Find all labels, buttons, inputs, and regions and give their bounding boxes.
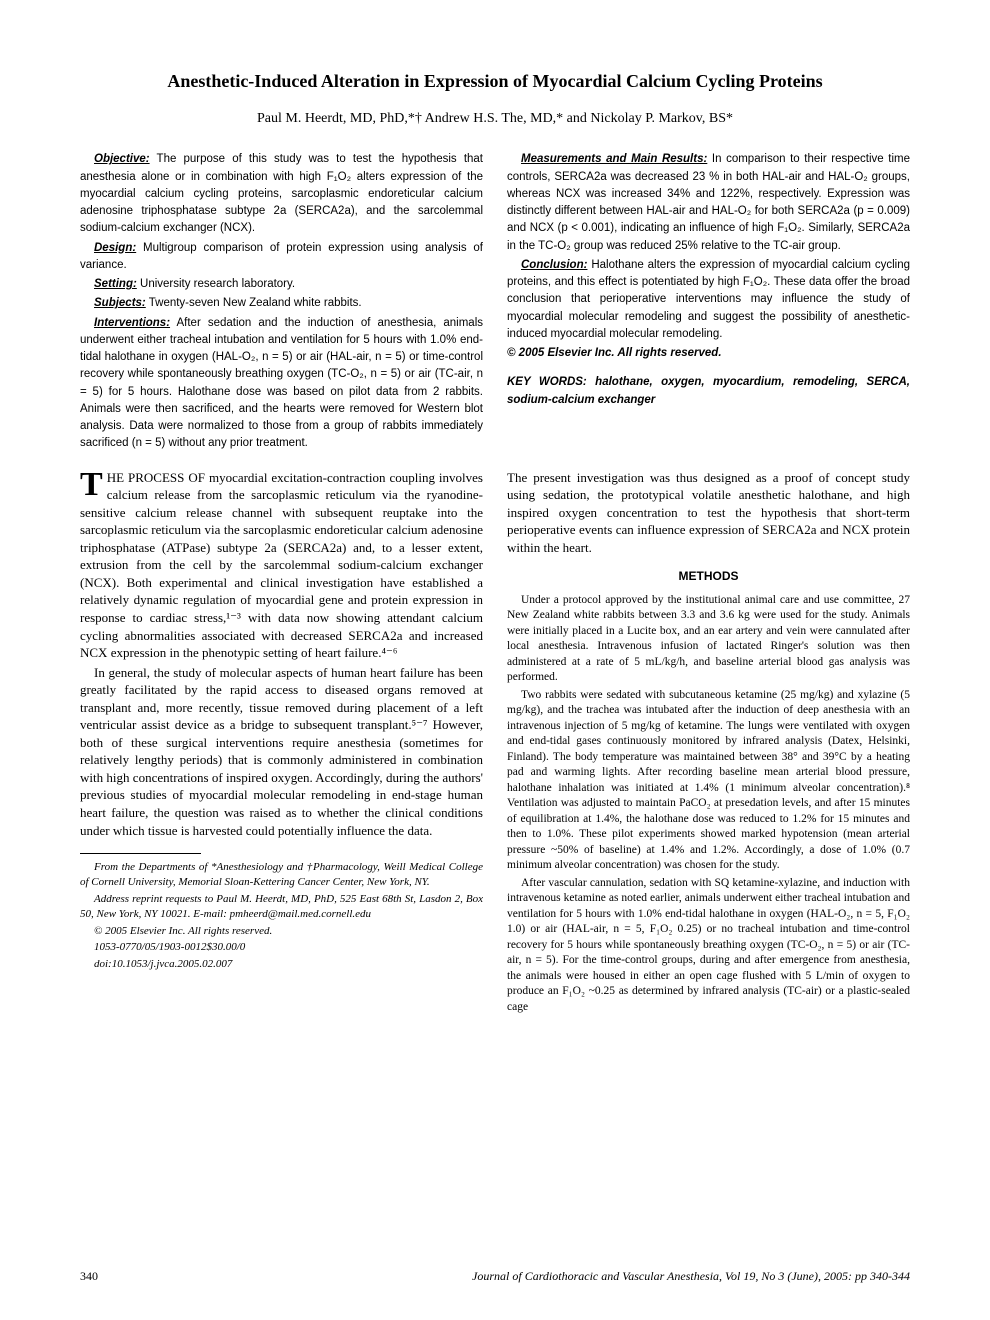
objective-text: The purpose of this study was to test th… <box>80 153 483 234</box>
interventions-label: Interventions: <box>94 317 170 329</box>
methods-heading: METHODS <box>507 568 910 584</box>
conclusion-label: Conclusion: <box>521 259 587 271</box>
methods-para-2: Two rabbits were sedated with subcutaneo… <box>507 688 910 874</box>
footnote-doi: doi:10.1053/j.jvca.2005.02.007 <box>80 957 483 972</box>
body-text-block: THE PROCESS OF myocardial excitation-con… <box>80 469 910 1018</box>
lead-in-text: HE PROCESS OF <box>107 470 205 485</box>
abstract-block: Objective: The purpose of this study was… <box>80 151 910 454</box>
abstract-right-column: Measurements and Main Results: In compar… <box>507 151 910 454</box>
body-para-2: In general, the study of molecular aspec… <box>80 664 483 839</box>
results-text: In comparison to their respective time c… <box>507 153 910 251</box>
page-footer: 340 Journal of Cardiothoracic and Vascul… <box>80 1269 910 1284</box>
dropcap: T <box>80 469 107 500</box>
subjects-text: Twenty-seven New Zealand white rabbits. <box>146 297 362 309</box>
setting-text: University research laboratory. <box>137 278 295 290</box>
article-authors: Paul M. Heerdt, MD, PhD,*† Andrew H.S. T… <box>80 111 910 127</box>
body-left-column: THE PROCESS OF myocardial excitation-con… <box>80 469 483 1018</box>
journal-citation: Journal of Cardiothoracic and Vascular A… <box>472 1269 910 1284</box>
abstract-copyright: © 2005 Elsevier Inc. All rights reserved… <box>507 345 910 362</box>
design-text: Multigroup comparison of protein express… <box>80 242 483 271</box>
methods-text-block: Under a protocol approved by the institu… <box>507 593 910 1016</box>
body-para-3: The present investigation was thus desig… <box>507 469 910 557</box>
article-title: Anesthetic-Induced Alteration in Express… <box>80 70 910 93</box>
methods-para-1: Under a protocol approved by the institu… <box>507 593 910 686</box>
footnote-issn: 1053-0770/05/1903-0012$30.00/0 <box>80 940 483 955</box>
page-number: 340 <box>80 1269 98 1284</box>
methods-para-3: After vascular cannulation, sedation wit… <box>507 876 910 1016</box>
footnote-copyright: © 2005 Elsevier Inc. All rights reserved… <box>80 924 483 939</box>
conclusion-text: Halothane alters the expression of myoca… <box>507 259 910 340</box>
footnote-correspondence: Address reprint requests to Paul M. Heer… <box>80 892 483 922</box>
subjects-label: Subjects: <box>94 297 146 309</box>
interventions-text: After sedation and the induction of anes… <box>80 317 483 450</box>
results-label: Measurements and Main Results: <box>521 153 707 165</box>
footnotes-block: From the Departments of *Anesthesiology … <box>80 860 483 972</box>
body-right-column: The present investigation was thus desig… <box>507 469 910 1018</box>
setting-label: Setting: <box>94 278 137 290</box>
objective-label: Objective: <box>94 153 150 165</box>
keywords: KEY WORDS: halothane, oxygen, myocardium… <box>507 374 910 409</box>
body-para-1: myocardial excitation-contraction coupli… <box>80 470 483 660</box>
footnote-divider <box>80 853 201 854</box>
design-label: Design: <box>94 242 136 254</box>
footnote-affiliation: From the Departments of *Anesthesiology … <box>80 860 483 890</box>
abstract-left-column: Objective: The purpose of this study was… <box>80 151 483 454</box>
